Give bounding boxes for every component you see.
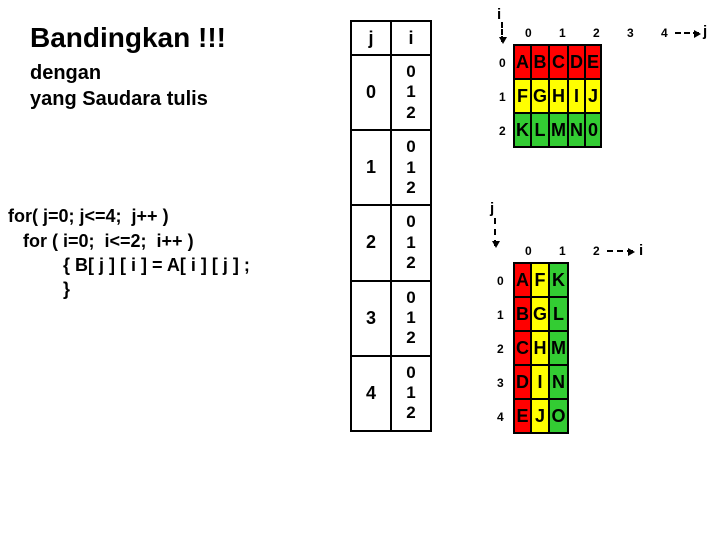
- matB-row-3: 3: [497, 376, 504, 390]
- matA-label-i: i: [497, 6, 501, 23]
- ji-i-4: 012: [391, 356, 431, 431]
- A-2-0: K: [514, 113, 531, 147]
- matB-label-j: j: [490, 200, 494, 217]
- ji-i-0: 012: [391, 55, 431, 130]
- B-0-2: K: [549, 263, 568, 297]
- A-0-2: C: [549, 45, 568, 79]
- B-1-0: B: [514, 297, 531, 331]
- subtitle-line1: dengan: [30, 62, 101, 84]
- B-3-2: N: [549, 365, 568, 399]
- matA-col-3: 3: [627, 26, 634, 40]
- matB-col-1: 1: [559, 244, 566, 258]
- A-0-1: B: [531, 45, 549, 79]
- ji-j-2: 2: [351, 205, 391, 280]
- code-line-4: }: [8, 279, 70, 299]
- B-3-1: I: [531, 365, 549, 399]
- ji-i-2: 012: [391, 205, 431, 280]
- matA-row-2: 2: [499, 124, 506, 138]
- B-0-1: F: [531, 263, 549, 297]
- B-3-0: D: [514, 365, 531, 399]
- code-line-3: { B[ j ] [ i ] = A[ i ] [ j ] ;: [8, 255, 250, 275]
- matA-j-arrow: [675, 32, 699, 34]
- ji-i-1: 012: [391, 130, 431, 205]
- B-4-2: O: [549, 399, 568, 433]
- B-4-0: E: [514, 399, 531, 433]
- A-1-3: I: [568, 79, 585, 113]
- matB-row-0: 0: [497, 274, 504, 288]
- A-1-0: F: [514, 79, 531, 113]
- ji-head-j: j: [351, 21, 391, 55]
- matB-col-2: 2: [593, 244, 600, 258]
- A-2-1: L: [531, 113, 549, 147]
- B-2-2: M: [549, 331, 568, 365]
- A-2-4: 0: [585, 113, 601, 147]
- ji-j-1: 1: [351, 130, 391, 205]
- A-2-3: N: [568, 113, 585, 147]
- matA-col-4: 4: [661, 26, 668, 40]
- matB-grid: A F K B G L C H M D I N E J O: [513, 262, 569, 434]
- A-1-1: G: [531, 79, 549, 113]
- A-0-3: D: [568, 45, 585, 79]
- A-1-4: J: [585, 79, 601, 113]
- matA-label-j: j: [703, 23, 707, 40]
- B-2-0: C: [514, 331, 531, 365]
- matB-row-2: 2: [497, 342, 504, 356]
- subtitle-line2: yang Saudara tulis: [30, 88, 208, 110]
- matB-label-i: i: [639, 242, 643, 259]
- B-2-1: H: [531, 331, 549, 365]
- ji-i-3: 012: [391, 281, 431, 356]
- subtitle: dengan yang Saudara tulis: [30, 60, 208, 112]
- ji-table: j i 0012 1012 2012 3012 4012: [350, 20, 432, 432]
- ji-head-i: i: [391, 21, 431, 55]
- matA-row-0: 0: [499, 56, 506, 70]
- A-1-2: H: [549, 79, 568, 113]
- matA-col-1: 1: [559, 26, 566, 40]
- B-1-2: L: [549, 297, 568, 331]
- matA-col-2: 2: [593, 26, 600, 40]
- matA-row-1: 1: [499, 90, 506, 104]
- matB-j-arrow: [494, 218, 496, 246]
- code-line-2: for ( i=0; i<=2; i++ ): [8, 231, 194, 251]
- ji-j-4: 4: [351, 356, 391, 431]
- matB-col-0: 0: [525, 244, 532, 258]
- B-1-1: G: [531, 297, 549, 331]
- A-0-4: E: [585, 45, 601, 79]
- code-block: for( j=0; j<=4; j++ ) for ( i=0; i<=2; i…: [8, 180, 250, 301]
- B-0-0: A: [514, 263, 531, 297]
- matA-grid: A B C D E F G H I J K L M N 0: [513, 44, 602, 148]
- matB-row-1: 1: [497, 308, 504, 322]
- A-0-0: A: [514, 45, 531, 79]
- matB-i-arrow: [607, 250, 633, 252]
- matB-row-4: 4: [497, 410, 504, 424]
- title: Bandingkan !!!: [30, 22, 226, 54]
- ji-j-3: 3: [351, 281, 391, 356]
- matA-i-arrow: [501, 22, 503, 42]
- ji-j-0: 0: [351, 55, 391, 130]
- matA-col-0: 0: [525, 26, 532, 40]
- B-4-1: J: [531, 399, 549, 433]
- code-line-1: for( j=0; j<=4; j++ ): [8, 206, 169, 226]
- A-2-2: M: [549, 113, 568, 147]
